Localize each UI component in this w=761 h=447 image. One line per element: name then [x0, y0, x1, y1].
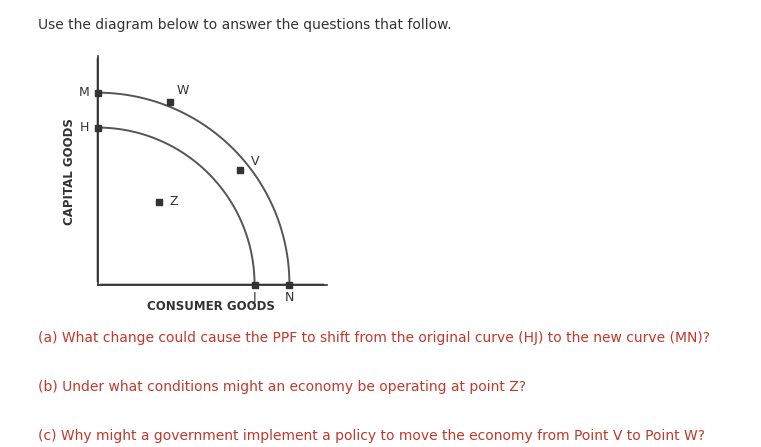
Text: CONSUMER GOODS: CONSUMER GOODS — [147, 300, 275, 313]
Text: Use the diagram below to answer the questions that follow.: Use the diagram below to answer the ques… — [38, 18, 452, 32]
Text: Z: Z — [170, 195, 178, 208]
Text: J: J — [253, 291, 256, 304]
Text: CAPITAL GOODS: CAPITAL GOODS — [62, 118, 75, 224]
Text: H: H — [80, 121, 89, 134]
Text: N: N — [285, 291, 295, 304]
Text: M: M — [79, 86, 90, 99]
Text: (a) What change could cause the PPF to shift from the original curve (HJ) to the: (a) What change could cause the PPF to s… — [38, 331, 710, 345]
Text: (c) Why might a government implement a policy to move the economy from Point V t: (c) Why might a government implement a p… — [38, 429, 705, 443]
Text: (b) Under what conditions might an economy be operating at point Z?: (b) Under what conditions might an econo… — [38, 380, 526, 394]
Text: V: V — [251, 155, 260, 168]
Text: W: W — [177, 84, 189, 97]
